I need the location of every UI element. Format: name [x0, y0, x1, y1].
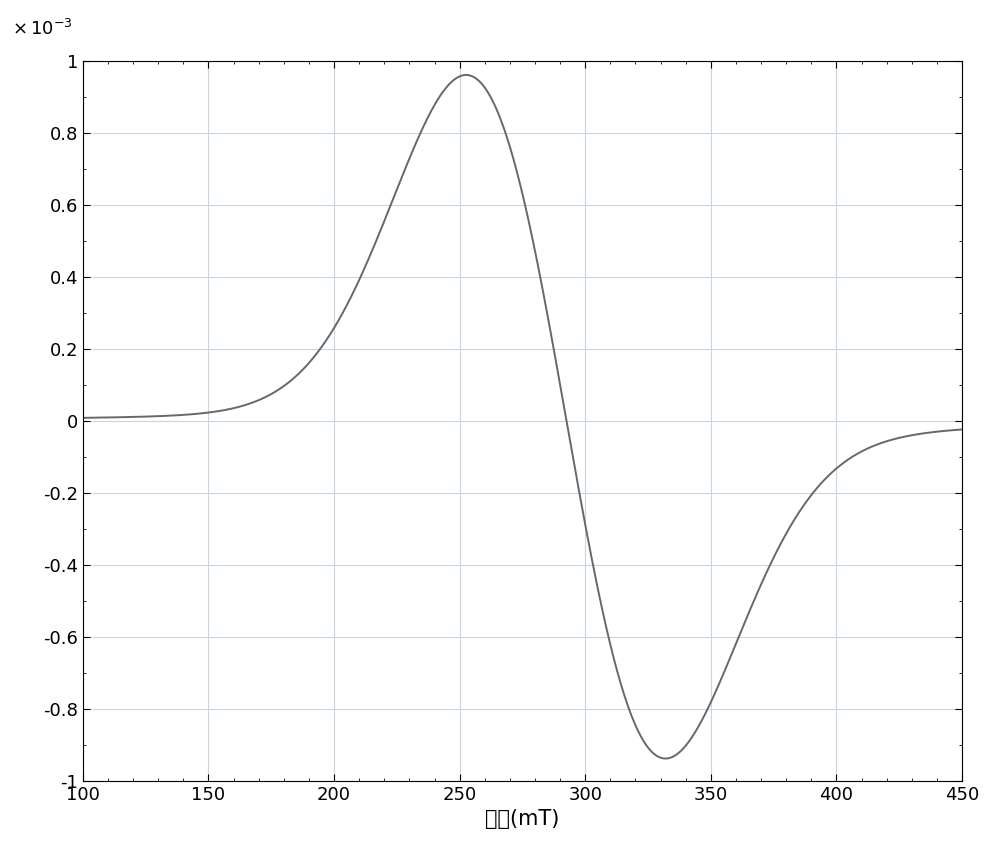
X-axis label: 磁场(mT): 磁场(mT)	[485, 809, 560, 829]
Text: $\times\,10^{-3}$: $\times\,10^{-3}$	[12, 19, 73, 39]
